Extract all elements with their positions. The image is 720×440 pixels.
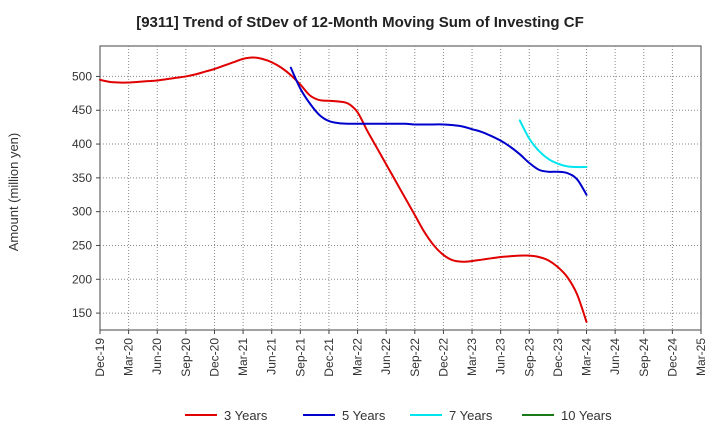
y-tick-label: 350	[72, 171, 92, 185]
series-line-7-years	[518, 119, 588, 169]
x-tick-label: Dec-24	[665, 338, 679, 377]
legend-label-10-years: 10 Years	[561, 408, 612, 423]
y-tick-label: 500	[72, 69, 92, 83]
y-tick-label: 400	[72, 137, 92, 151]
y-tick-label: 300	[72, 205, 92, 219]
x-tick-label: Sep-24	[637, 338, 651, 377]
legend-label-3-years: 3 Years	[224, 408, 268, 423]
y-tick-label: 200	[72, 272, 92, 286]
x-tick-label: Jun-23	[494, 338, 508, 375]
x-tick-label: Dec-23	[551, 338, 565, 377]
y-tick-label: 250	[72, 238, 92, 252]
x-tick-label: Dec-19	[93, 338, 107, 377]
x-tick-label: Sep-22	[408, 338, 422, 377]
x-tick-label: Dec-21	[322, 338, 336, 377]
x-tick-label: Sep-23	[522, 338, 536, 377]
legend-label-7-years: 7 Years	[449, 408, 493, 423]
y-tick-label: 450	[72, 103, 92, 117]
series-line-5-years	[289, 66, 588, 196]
chart-title: [9311] Trend of StDev of 12-Month Moving…	[136, 14, 584, 31]
x-tick-label: Dec-22	[436, 338, 450, 377]
series-line-3-years	[99, 56, 588, 323]
x-tick-label: Jun-21	[265, 338, 279, 375]
series-layer	[99, 56, 588, 323]
x-tick-label: Jun-22	[379, 338, 393, 375]
x-tick-label: Mar-25	[694, 338, 708, 376]
x-tick-label: Sep-20	[179, 338, 193, 377]
x-tick-label: Dec-20	[207, 338, 221, 377]
x-tick-label: Jun-20	[150, 338, 164, 375]
x-tick-label: Sep-21	[293, 338, 307, 377]
y-tick-label: 150	[72, 306, 92, 320]
y-axis-title: Amount (million yen)	[6, 133, 21, 252]
x-tick-label: Mar-20	[122, 338, 136, 376]
x-tick-label: Jun-24	[608, 338, 622, 375]
x-tick-label: Mar-21	[236, 338, 250, 376]
x-tick-label: Mar-22	[351, 338, 365, 376]
axis-layer: 150 200 250 300 350 400 450 500 Dec-19 Mar-20 Jun-…	[72, 69, 708, 376]
x-tick-label: Mar-24	[580, 338, 594, 376]
x-tick-label: Mar-23	[465, 338, 479, 376]
legend-label-5-years: 5 Years	[342, 408, 386, 423]
legend: 3 Years 5 Years 7 Years 10 Years	[185, 408, 612, 423]
